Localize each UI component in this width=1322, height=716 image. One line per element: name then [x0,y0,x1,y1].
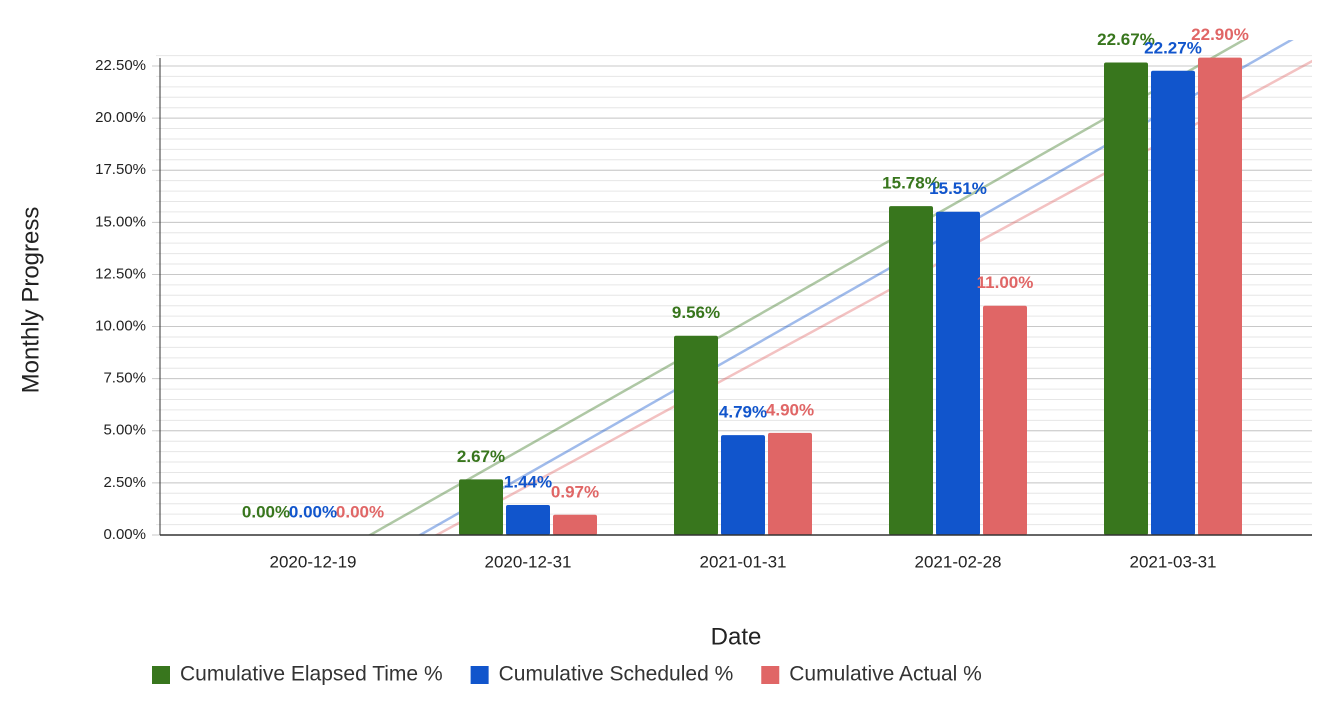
x-tick-label: 2020-12-19 [270,552,357,571]
value-label: 4.79% [719,403,767,422]
y-tick-label: 10.00% [95,318,146,335]
legend-label: Cumulative Scheduled % [499,663,734,686]
x-axis-title: Date [711,623,762,650]
value-label: 4.90% [766,400,814,419]
legend-swatch [761,666,780,684]
value-label: 0.00% [242,502,290,521]
bar [1198,57,1242,535]
value-label: 15.78% [882,174,940,193]
bar [768,432,812,535]
bar [983,305,1027,535]
legend-swatch [470,666,489,684]
bar [1104,62,1148,535]
bar [1151,70,1195,535]
y-tick-label: 7.50% [103,370,146,387]
bar [506,504,550,535]
legend-label: Cumulative Actual % [789,663,982,686]
value-label: 0.97% [551,482,599,501]
bar [721,435,765,535]
value-label: 1.44% [504,472,552,491]
value-label: 0.00% [336,502,384,521]
x-tick-label: 2021-03-31 [1130,552,1217,571]
y-tick-label: 0.00% [103,526,146,543]
y-tick-label: 17.50% [95,161,146,178]
value-label: 22.27% [1144,38,1202,57]
y-tick-label: 15.00% [95,213,146,230]
value-label: 15.51% [929,179,987,198]
value-label: 22.90% [1191,25,1249,44]
value-label: 0.00% [289,502,337,521]
x-tick-label: 2021-02-28 [915,552,1002,571]
legend-label: Cumulative Elapsed Time % [180,663,443,686]
bar [889,206,933,536]
trendline [417,40,1294,535]
trendline [367,40,1247,535]
value-label: 11.00% [977,273,1034,292]
value-label: 2.67% [457,447,505,466]
legend-swatch [152,666,170,684]
bar [674,335,718,535]
y-tick-label: 2.50% [103,474,146,491]
bar [459,479,503,535]
trendline [434,59,1312,535]
value-label: 9.56% [672,303,720,322]
bar [936,211,980,535]
y-tick-label: 12.50% [95,265,146,282]
x-tick-label: 2020-12-31 [485,552,572,571]
value-label: 22.67% [1097,30,1155,49]
y-tick-label: 5.00% [103,422,146,439]
bar [553,514,597,535]
y-axis-title: Monthly Progress [17,207,44,394]
y-tick-label: 22.50% [95,57,146,74]
y-tick-label: 20.00% [95,109,146,126]
x-tick-label: 2021-01-31 [700,552,787,571]
